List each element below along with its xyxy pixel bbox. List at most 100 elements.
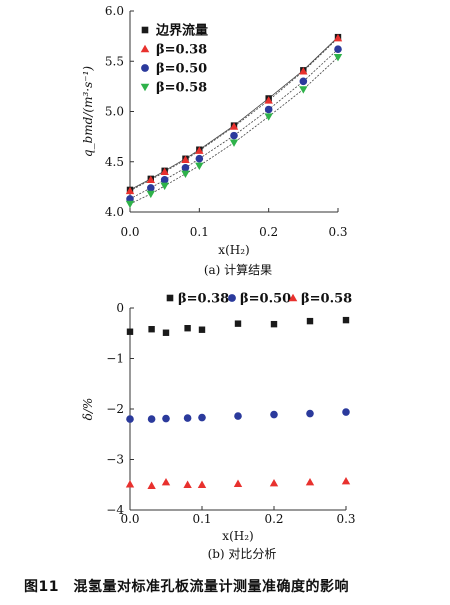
data-point <box>126 415 134 423</box>
y-axis-label: q_bmd/(m³·s⁻¹) <box>81 66 95 157</box>
fit-curve-2 <box>129 48 339 200</box>
data-point <box>299 77 308 86</box>
y-tick-label: 5.0 <box>105 105 124 119</box>
data-point <box>148 326 155 333</box>
data-point <box>264 113 273 121</box>
data-point <box>183 480 192 488</box>
data-point <box>234 412 242 420</box>
data-point <box>264 96 273 104</box>
y-tick-label: −4 <box>106 503 124 517</box>
x-axis-label: x(H₂) <box>218 243 249 257</box>
series-0 <box>126 33 342 194</box>
fit-curve-3 <box>129 56 339 205</box>
series-0 <box>126 316 350 336</box>
legend: 边界流量 β=0.38 β=0.50 β=0.58 <box>140 23 208 96</box>
y-tick-label: 4.0 <box>105 205 124 219</box>
data-point <box>333 33 343 42</box>
y-tick-label: 5.5 <box>105 54 124 68</box>
data-point <box>234 320 242 327</box>
data-point <box>342 408 350 416</box>
legend-label: β=0.50 <box>156 62 207 77</box>
fit-curve-1 <box>129 37 339 192</box>
data-point <box>161 478 171 486</box>
data-point <box>233 479 243 487</box>
y-tick-label: −3 <box>106 453 124 467</box>
data-point <box>147 184 155 192</box>
legend-marker <box>288 293 298 302</box>
panel-subcaption: (b) 对比分析 <box>208 547 277 561</box>
legend-label: β=0.38 <box>156 43 207 58</box>
x-tick-label: 0.0 <box>120 512 139 526</box>
data-point <box>146 190 155 199</box>
data-point <box>269 479 279 487</box>
figure-caption: 图11 混氢量对标准孔板流量计测量准确度的影响 <box>24 579 349 595</box>
data-point <box>299 67 308 75</box>
data-point <box>305 478 315 486</box>
y-axis-label: δ/% <box>81 398 95 421</box>
data-point <box>183 414 192 422</box>
data-point <box>197 480 207 488</box>
data-point <box>334 45 342 53</box>
legend-label: β=0.58 <box>301 292 352 307</box>
y-tick-label: 0 <box>116 301 124 315</box>
data-point <box>162 329 170 336</box>
data-point <box>146 175 155 184</box>
data-point <box>195 146 204 154</box>
legend-label: 边界流量 <box>155 23 208 39</box>
fit-curve-0 <box>129 36 339 191</box>
data-point <box>264 105 273 114</box>
x-tick-label: 0.2 <box>264 512 283 526</box>
data-point <box>147 481 156 489</box>
x-tick-label: 0.0 <box>120 225 139 239</box>
x-axis-label: x(H₂) <box>222 529 253 543</box>
data-point <box>125 200 135 209</box>
data-point <box>195 162 204 170</box>
data-point <box>306 317 314 325</box>
legend: β=0.38 β=0.50 β=0.58 <box>166 292 352 307</box>
legend-marker <box>141 64 149 72</box>
data-point <box>299 86 308 94</box>
data-point <box>270 410 278 419</box>
data-point <box>160 182 169 191</box>
data-point <box>229 139 239 147</box>
chart-panel-a: 4.0 4.5 5.0 5.5 6.0 0.0 0.1 0.2 0.3 x(H₂) q_bmd/(m… <box>81 4 348 277</box>
x-tick-label: 0.3 <box>328 225 347 239</box>
legend-marker <box>166 294 174 302</box>
series-1 <box>126 408 350 423</box>
y-tick-label: −1 <box>106 352 124 366</box>
data-point <box>181 170 190 179</box>
data-point <box>229 122 239 130</box>
legend-label: β=0.50 <box>240 292 291 307</box>
y-tick-label: −2 <box>106 402 124 416</box>
legend-label: β=0.38 <box>178 292 229 307</box>
data-point <box>160 176 169 184</box>
data-point <box>198 413 206 422</box>
x-tick-label: 0.2 <box>259 225 278 239</box>
legend-marker <box>228 294 236 302</box>
series-3 <box>125 54 343 209</box>
y-tick-label: 6.0 <box>105 4 124 18</box>
legend-marker <box>140 44 150 53</box>
data-point <box>198 326 206 333</box>
series-2 <box>125 477 351 489</box>
data-point <box>230 131 238 140</box>
data-point <box>333 54 343 62</box>
data-point <box>160 167 169 175</box>
series-1 <box>125 33 343 195</box>
data-point <box>184 325 191 332</box>
data-point <box>341 477 351 485</box>
legend-marker <box>141 26 149 34</box>
data-point <box>162 414 170 423</box>
legend-marker <box>140 83 150 92</box>
legend-label: β=0.58 <box>156 81 207 96</box>
data-point <box>126 328 134 335</box>
data-point <box>125 186 135 195</box>
chart-panel-b: 0 −1 −2 −3 −40.0 0.1 0.2 0.3 x(H₂) δ/% (b) 对比分析 β=0… <box>81 292 356 562</box>
data-point <box>342 316 350 324</box>
data-point <box>181 155 190 163</box>
data-point <box>125 480 135 488</box>
data-point <box>181 163 190 172</box>
data-point <box>306 409 314 418</box>
y-tick-label: 4.5 <box>105 155 124 169</box>
